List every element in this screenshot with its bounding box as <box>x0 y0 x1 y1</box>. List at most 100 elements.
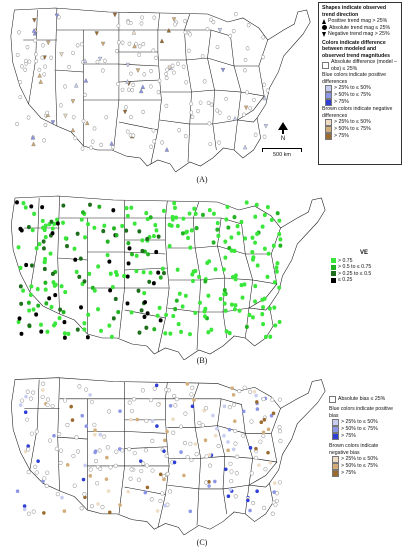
swatch-blue-3 <box>325 99 332 106</box>
site-circle <box>116 40 121 45</box>
site-dot <box>57 316 62 321</box>
legend-c: Absolute bias ≤ 25% Blue colors indicate… <box>326 394 402 514</box>
site-circle <box>18 94 23 100</box>
site-circle <box>160 140 164 145</box>
site-dot <box>29 284 34 289</box>
swatch-c-blue-3 <box>332 433 339 440</box>
site-dot <box>239 219 244 225</box>
scale-bar: 500 km <box>262 148 302 158</box>
site-dot <box>69 404 73 409</box>
site-dot <box>251 255 256 260</box>
site-dot <box>278 243 283 248</box>
site-dot <box>158 318 163 323</box>
site-dot <box>209 327 214 332</box>
site-dot <box>216 443 221 449</box>
site-dot <box>110 285 115 290</box>
site-triangle-down <box>94 31 99 36</box>
site-dot <box>174 396 179 402</box>
site-dot <box>233 419 237 423</box>
site-circle <box>43 122 48 128</box>
site-dot <box>254 446 258 451</box>
site-dot <box>253 299 257 304</box>
legend-c-blue-1: > 25% to ≤ 50% <box>341 419 378 426</box>
legend-ve-4: ≤ 0.25 <box>338 277 353 283</box>
site-dot <box>234 471 239 476</box>
site-dot <box>253 284 258 289</box>
site-triangle-up <box>159 38 165 43</box>
site-dot <box>150 468 155 473</box>
site-dot <box>127 400 132 405</box>
site-circle <box>215 44 220 50</box>
site-triangle-down <box>220 68 226 73</box>
site-dot <box>222 404 227 409</box>
site-dot <box>19 301 24 306</box>
site-dot <box>49 219 54 224</box>
site-dot <box>216 233 221 238</box>
site-dot <box>174 215 179 220</box>
site-circle <box>15 52 20 58</box>
swatch-c-brown-2 <box>332 463 339 470</box>
site-dot <box>48 251 53 256</box>
site-triangle-up <box>131 29 137 35</box>
site-dot <box>55 217 59 222</box>
site-dot <box>254 202 259 207</box>
site-dot <box>175 223 180 229</box>
site-dot <box>262 212 267 218</box>
site-circle <box>71 115 76 120</box>
site-dot <box>145 216 150 222</box>
site-dot <box>27 323 32 328</box>
site-dot <box>156 234 161 239</box>
site-dot <box>176 321 181 327</box>
site-dot <box>62 509 67 513</box>
site-circle <box>252 97 256 102</box>
site-circle <box>27 59 32 64</box>
site-dot <box>198 300 202 305</box>
site-circle <box>170 63 175 68</box>
site-dot <box>200 423 205 428</box>
site-dot <box>82 321 87 326</box>
site-circle <box>243 57 248 63</box>
site-circle <box>45 110 50 115</box>
site-dot <box>43 280 48 285</box>
site-dot <box>179 450 183 454</box>
site-dot <box>83 463 87 468</box>
site-dot <box>263 334 268 339</box>
site-dot <box>168 403 173 408</box>
site-circle <box>43 64 47 69</box>
swatch-brown-1 <box>325 119 332 126</box>
site-dot <box>84 424 89 428</box>
site-dot <box>42 266 47 272</box>
site-dot <box>113 463 118 468</box>
site-circle <box>24 58 28 64</box>
site-circle <box>198 100 203 105</box>
site-dot <box>194 226 199 231</box>
site-circle <box>190 114 195 119</box>
site-dot <box>255 231 260 236</box>
site-dot <box>28 396 33 401</box>
swatch-ve-3 <box>331 271 336 277</box>
site-dot <box>273 502 278 507</box>
site-dot <box>41 246 46 251</box>
site-dot <box>34 470 39 475</box>
site-dot <box>272 280 277 285</box>
site-dot <box>179 329 183 334</box>
site-dot <box>79 217 84 222</box>
site-dot <box>266 450 270 455</box>
site-circle <box>151 48 156 53</box>
site-dot <box>34 312 39 317</box>
site-triangle-up <box>31 28 37 33</box>
site-dot <box>275 261 280 266</box>
site-dot <box>189 228 194 233</box>
site-dot <box>125 213 130 219</box>
site-dot <box>114 449 119 454</box>
site-dot <box>148 215 153 220</box>
site-dot <box>92 422 97 427</box>
site-dot <box>155 424 159 428</box>
site-dot <box>124 228 129 233</box>
legend-a-shapes-title: Shapes indicate observed trend direction <box>322 5 387 18</box>
site-dot <box>180 231 185 236</box>
site-circle <box>245 90 249 95</box>
site-circle <box>217 140 221 145</box>
site-triangle-up <box>109 141 114 146</box>
site-dot <box>105 252 110 258</box>
